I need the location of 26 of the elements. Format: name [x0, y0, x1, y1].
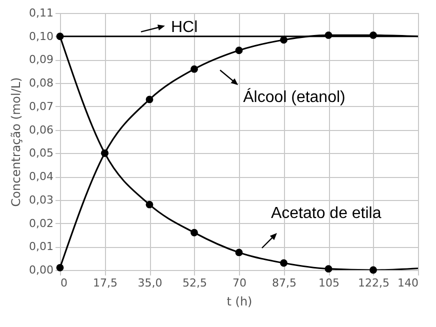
x-axis-title: t (h) — [226, 294, 252, 308]
y-tick-label: 0,09 — [29, 53, 54, 66]
x-tick-label: 105 — [318, 276, 340, 290]
y-axis-title: Concentração (mol/L) — [9, 77, 24, 207]
x-tick-label: 87,5 — [272, 276, 296, 290]
y-tick-label: 0,06 — [29, 123, 54, 136]
y-tick-label: 0,01 — [29, 240, 54, 254]
x-tick-label: 17,5 — [93, 276, 118, 290]
x-tick-label: 140 — [398, 276, 418, 290]
x-tick-label: 35,0 — [138, 276, 162, 290]
y-tick-label: 0,07 — [29, 100, 54, 113]
text: Acetato de etila — [270, 204, 382, 222]
y-tick-label: 0,10 — [29, 30, 54, 43]
y-tick-label: 0,08 — [29, 76, 54, 90]
text: Álcool (etanol) — [243, 88, 346, 106]
x-tick-label: 122,5 — [358, 276, 390, 290]
y-tick-label: 0,00 — [29, 264, 54, 276]
y-tick-label: 0,04 — [29, 170, 54, 184]
y-tick-label: 0,11 — [29, 6, 54, 20]
x-tick-label: 52,5 — [182, 276, 207, 290]
x-tick-label: 0 — [60, 276, 68, 290]
y-tick-label: 0,02 — [29, 216, 54, 230]
x-tick-label: 70 — [232, 276, 246, 290]
y-tick-label: 0,05 — [29, 146, 54, 160]
y-tick-label: 0,03 — [29, 193, 54, 206]
legend-label: HCl — [170, 18, 198, 36]
